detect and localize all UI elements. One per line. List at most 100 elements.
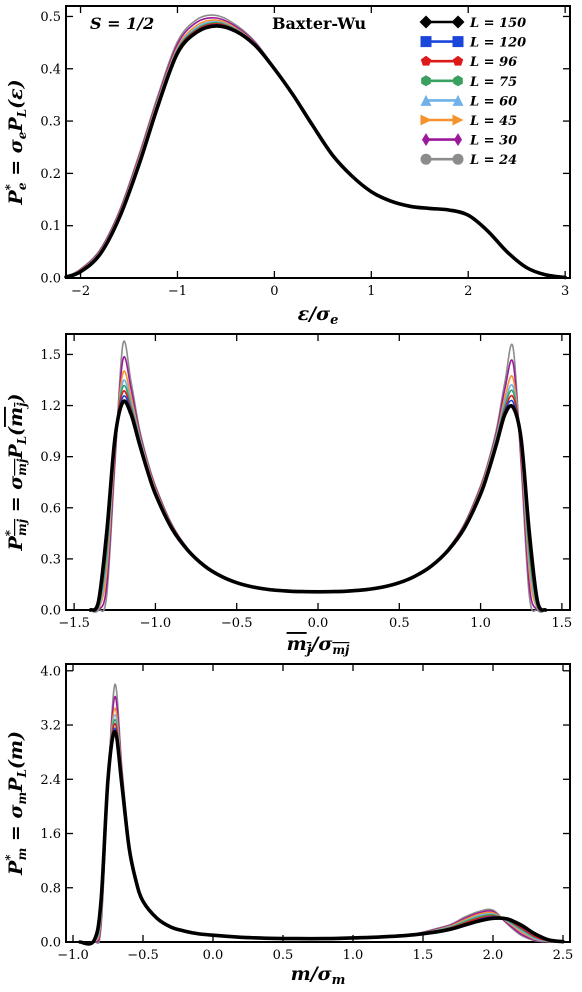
legend-label: L = 24 [469,153,517,168]
x-tick-label: 0.5 [389,616,410,631]
x-axis-label: ε/σe [298,303,339,328]
legend-marker [420,114,432,126]
plot-frame [65,5,571,279]
legend-marker [452,94,464,106]
y-tick-label: 2.4 [40,773,61,788]
y-tick-label: 3.2 [40,719,61,734]
panel-magnetization: −1.0 −0.5 0.0 0.5 1.0 1.5 2.0 2.5 0.0 0.8 1.6 2.4 3.… [3,663,574,988]
x-tick-label: −1.0 [140,616,172,631]
series-line-l-45 [79,707,564,945]
legend-entry: L = 120 [420,36,526,51]
legend-marker [454,133,462,147]
series-line-l-30 [79,695,564,945]
series-line-l-150 [64,24,567,280]
y-tick-label: 1.5 [40,348,61,363]
ticks: −1.5 −1.0 −0.5 0.0 0.5 1.0 1.5 0.0 0.3 0.6 0.9 1.2 1… [40,334,572,631]
y-axis-label: P*mj = σmjPL(mj) [3,393,29,551]
x-tick-label: 2.0 [483,948,504,963]
legend-entry: L = 96 [420,55,517,70]
legend-marker [452,153,464,165]
y-tick-label: 0.9 [40,450,61,465]
y-tick-label: 0.8 [40,881,61,896]
x-tick-label: −2 [71,284,90,299]
y-tick-label: 0.1 [40,219,61,234]
legend-label: L = 120 [469,36,526,51]
legend-marker [453,75,463,87]
x-tick-label: 0.0 [203,948,224,963]
legend-marker [452,114,464,126]
x-tick-label: −1 [168,284,187,299]
y-tick-label: 0.5 [40,10,61,25]
curves [88,340,548,614]
x-tick-label: −0.5 [127,948,159,963]
y-tick-label: 0.6 [40,501,61,516]
y-tick-label: 0.2 [40,167,61,182]
y-axis-label: P*m = σmPL(m) [3,731,29,876]
legend-label: L = 150 [469,16,526,31]
x-tick-label: 0 [270,284,278,299]
y-tick-label: 1.2 [40,399,61,414]
curves [78,683,565,946]
legend-marker [420,55,432,66]
legend-entry: L = 45 [420,114,517,129]
x-tick-label: −1.0 [57,948,89,963]
ticks: −2 −1 0 1 2 3 0.0 0.1 0.2 0.3 0.4 0.5 [40,6,570,299]
legend-marker [452,55,464,66]
x-tick-label: 3 [561,284,569,299]
legend-marker [420,153,432,165]
legend-marker [419,15,433,29]
y-axis-label: P*e = σePL(ε) [3,79,29,205]
legend-label: L = 45 [469,114,517,129]
legend-marker [420,94,432,106]
curves [64,14,567,280]
legend-marker [451,15,465,29]
legend-entry: L = 30 [422,133,517,149]
legend-label: L = 30 [469,134,517,149]
legend-marker [422,133,430,147]
x-axis-label: mj/σmj [287,633,350,658]
x-tick-label: 0.0 [308,616,329,631]
legend-entry: L = 60 [420,94,517,109]
legend: L = 150 L = 120 L = 96 L = 75 L = 60 L = 45 L … [419,15,526,168]
series-line-l-24 [79,683,564,945]
plot-frame [65,333,571,611]
series-line-l-45 [89,370,547,613]
x-tick-label: 1 [367,284,375,299]
x-tick-label: 1.0 [470,616,491,631]
series-line-l-30 [89,356,547,613]
y-tick-label: 1.6 [40,827,61,842]
panel-energy: −2 −1 0 1 2 3 0.0 0.1 0.2 0.3 0.4 0.5 S = 1/2 Baxte… [3,5,571,328]
legend-label: L = 96 [469,55,517,70]
series-line-l-24 [89,340,547,613]
legend-label: L = 60 [469,94,517,109]
y-tick-label: 0.3 [40,115,61,130]
y-tick-label: 0.0 [40,272,61,287]
x-axis-label: m/σm [291,963,346,988]
legend-marker [421,75,431,87]
y-tick-label: 0.3 [40,552,61,567]
legend-entry: L = 150 [419,15,526,31]
annotation-spin: S = 1/2 [90,14,154,33]
x-tick-label: 2.5 [553,948,574,963]
y-tick-label: 0.0 [40,604,61,619]
series-line-l-150 [78,729,565,946]
y-tick-label: 4.0 [40,664,61,679]
x-tick-label: 1.5 [552,616,573,631]
annotation-model: Baxter-Wu [272,14,367,33]
y-tick-label: 0.4 [40,62,61,77]
plot-frame [65,663,571,943]
x-tick-label: 1.5 [413,948,434,963]
legend-marker [420,36,432,48]
x-tick-label: 1.0 [343,948,364,963]
x-tick-label: −1.5 [58,616,90,631]
legend-entry: L = 75 [421,75,517,90]
legend-label: L = 75 [469,75,517,90]
legend-marker [452,36,464,48]
panel-sublattice-magnetization: −1.5 −1.0 −0.5 0.0 0.5 1.0 1.5 0.0 0.3 0.6 0.9 1.2 1… [3,333,572,658]
x-tick-label: 2 [464,284,472,299]
x-tick-label: 0.5 [273,948,294,963]
y-tick-label: 0.0 [40,936,61,951]
x-tick-label: −0.5 [221,616,253,631]
legend-entry: L = 24 [420,153,517,168]
